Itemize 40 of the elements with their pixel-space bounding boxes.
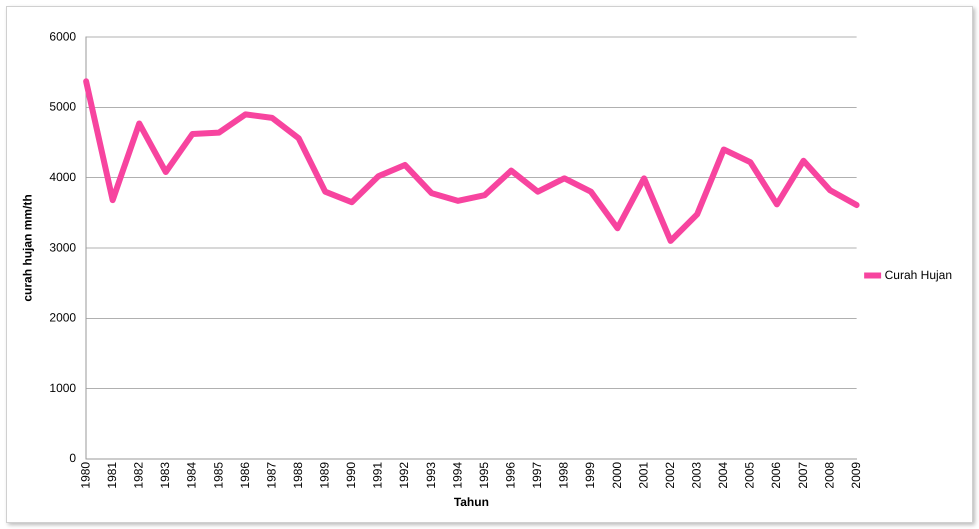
x-tick-label: 2003 [690, 462, 704, 489]
y-tick-label: 0 [69, 451, 76, 466]
x-tick-label: 2006 [769, 462, 784, 489]
x-tick-label: 1993 [424, 462, 438, 489]
y-axis-title: curah hujan mm/th [20, 194, 35, 302]
x-tick-label: 1983 [158, 462, 172, 489]
x-tick-label: 1997 [530, 462, 544, 489]
x-tick-label: 1981 [104, 462, 119, 489]
x-tick-label: 2000 [610, 462, 624, 489]
x-tick-label: 1995 [476, 462, 491, 489]
x-tick-label: 1985 [211, 462, 226, 489]
x-tick-label: 2009 [848, 462, 863, 489]
x-tick-label: 1980 [78, 462, 92, 489]
x-tick-label: 1990 [344, 462, 358, 489]
x-tick-label: 1987 [264, 462, 278, 489]
y-tick-label: 1000 [49, 380, 76, 395]
y-tick-label: 3000 [49, 240, 76, 254]
x-tick-label: 1991 [370, 462, 385, 489]
x-tick-label: 1986 [238, 462, 252, 489]
x-tick-label: 1996 [504, 462, 518, 489]
x-tick-label: 2004 [716, 462, 730, 489]
x-tick-label: 2002 [662, 462, 677, 489]
x-tick-label: 1989 [318, 462, 332, 489]
x-tick-label: 2001 [636, 462, 650, 489]
x-tick-label: 2008 [822, 462, 836, 489]
x-tick-label: 1994 [450, 462, 464, 489]
x-tick-label: 2005 [742, 462, 757, 489]
legend-label: Curah Hujan [884, 268, 952, 282]
x-tick-label: 1999 [583, 462, 598, 489]
x-tick-label: 1984 [184, 462, 199, 489]
x-tick-label: 2007 [796, 462, 810, 489]
x-tick-label: 1988 [290, 462, 305, 489]
x-tick-label: 1982 [132, 462, 146, 489]
x-tick-label: 1992 [397, 462, 412, 489]
y-tick-label: 4000 [49, 170, 76, 184]
y-tick-label: 6000 [49, 29, 76, 44]
x-tick-label: 1998 [556, 462, 571, 489]
x-axis-title: Tahun [454, 495, 489, 510]
y-tick-label: 5000 [49, 100, 76, 114]
y-tick-label: 2000 [49, 310, 76, 325]
